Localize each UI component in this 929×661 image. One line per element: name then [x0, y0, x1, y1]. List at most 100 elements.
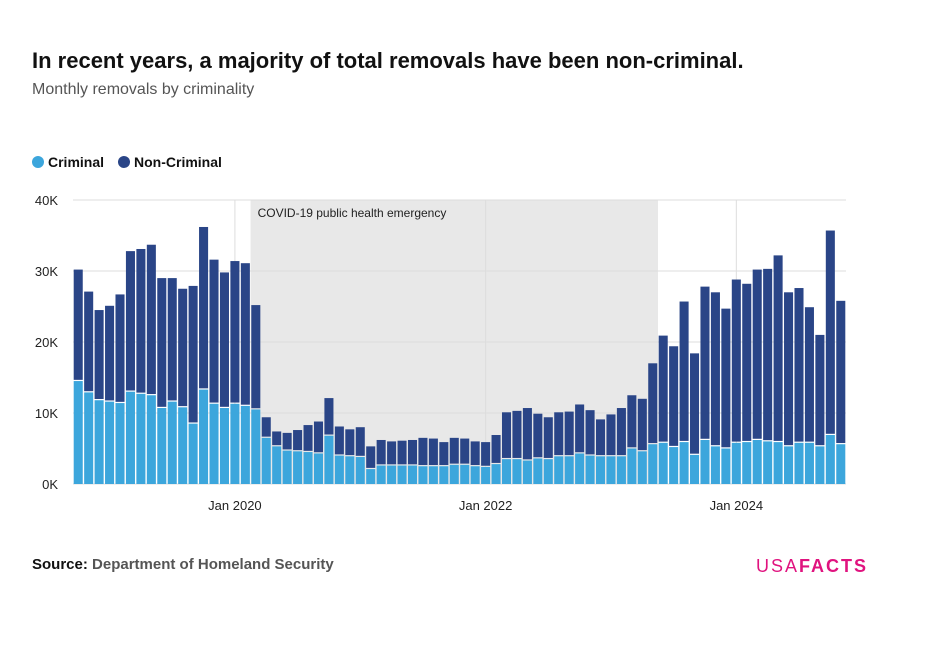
- legend-label-criminal: Criminal: [48, 154, 105, 170]
- bar-noncriminal: [460, 438, 470, 464]
- bar-criminal: [512, 459, 522, 484]
- bar-criminal: [595, 456, 606, 484]
- bar-criminal: [146, 395, 156, 484]
- bar-criminal: [313, 453, 324, 484]
- bar-noncriminal: [794, 288, 804, 442]
- bar-criminal: [763, 441, 773, 484]
- y-tick-label: 40K: [35, 193, 58, 208]
- bar-noncriminal: [491, 435, 501, 463]
- bar-criminal: [428, 466, 438, 484]
- bar-noncriminal: [554, 412, 564, 456]
- bar-noncriminal: [439, 442, 449, 466]
- bar-noncriminal: [512, 410, 522, 458]
- bar-criminal: [533, 458, 543, 484]
- bar-noncriminal: [84, 291, 94, 392]
- bar-noncriminal: [481, 442, 491, 466]
- bar-criminal: [585, 455, 595, 484]
- bar-noncriminal: [251, 305, 261, 409]
- bar-criminal: [460, 464, 470, 484]
- bar-criminal: [721, 448, 731, 484]
- bar-noncriminal: [230, 261, 240, 403]
- bar-criminal: [804, 442, 814, 484]
- bar-noncriminal: [125, 251, 135, 391]
- bar-criminal: [94, 400, 104, 484]
- bar-noncriminal: [731, 279, 741, 442]
- bar-criminal: [836, 444, 846, 484]
- bar-noncriminal: [397, 440, 407, 465]
- bar-criminal: [501, 459, 512, 484]
- bar-criminal: [794, 442, 804, 484]
- bar-criminal: [439, 466, 449, 484]
- bar-noncriminal: [219, 272, 229, 407]
- bar-noncriminal: [178, 288, 188, 407]
- bar-criminal: [251, 409, 261, 484]
- bar-criminal: [470, 466, 480, 484]
- bar-noncriminal: [836, 300, 846, 444]
- bar-noncriminal: [324, 398, 334, 435]
- bar-noncriminal: [522, 408, 532, 460]
- bar-noncriminal: [313, 421, 324, 453]
- bar-noncriminal: [470, 441, 480, 466]
- bar-noncriminal: [407, 439, 418, 465]
- bar-criminal: [658, 442, 668, 484]
- bar-noncriminal: [94, 310, 104, 400]
- legend-dot-noncriminal: [118, 156, 131, 168]
- bar-criminal: [554, 456, 564, 484]
- bar-criminal: [669, 447, 679, 484]
- bar-criminal: [773, 442, 783, 484]
- bar-criminal: [324, 435, 334, 484]
- bar-criminal: [199, 389, 209, 484]
- bar-noncriminal: [721, 308, 731, 448]
- bar-noncriminal: [752, 269, 762, 439]
- bar-noncriminal: [199, 226, 209, 389]
- bar-noncriminal: [282, 432, 292, 450]
- legend-item-noncriminal: Non-Criminal: [118, 154, 222, 170]
- y-tick-label: 10K: [35, 406, 58, 421]
- bar-criminal: [366, 469, 376, 484]
- bar-criminal: [491, 464, 501, 484]
- bar-noncriminal: [825, 230, 835, 434]
- bar-criminal: [815, 446, 825, 484]
- bar-noncriminal: [449, 437, 459, 464]
- x-tick-label: Jan 2022: [459, 498, 513, 513]
- y-tick-label: 0K: [42, 477, 58, 492]
- bar-criminal: [73, 381, 83, 484]
- source-value: Department of Homeland Security: [92, 556, 334, 573]
- bar-noncriminal: [710, 292, 720, 446]
- bar-noncriminal: [261, 417, 271, 437]
- bar-criminal: [700, 439, 710, 484]
- bar-noncriminal: [700, 286, 710, 439]
- bar-criminal: [136, 393, 146, 484]
- bar-criminal: [219, 408, 229, 484]
- legend-label-noncriminal: Non-Criminal: [134, 154, 222, 170]
- bar-noncriminal: [669, 346, 679, 446]
- bar-noncriminal: [742, 283, 752, 441]
- bar-noncriminal: [334, 426, 344, 455]
- bar-noncriminal: [366, 446, 376, 468]
- bar-criminal: [188, 423, 198, 484]
- bar-noncriminal: [543, 417, 553, 458]
- bar-criminal: [825, 435, 835, 484]
- bar-noncriminal: [784, 292, 794, 446]
- bar-criminal: [115, 403, 125, 484]
- source-label: Source:: [32, 556, 88, 573]
- bar-criminal: [616, 456, 626, 484]
- bar-criminal: [376, 465, 386, 484]
- brand-usa: USA: [756, 556, 800, 576]
- bar-noncriminal: [804, 307, 814, 442]
- bar-criminal: [334, 455, 344, 484]
- usafacts-logo: USAFACTS: [756, 556, 868, 577]
- bar-noncriminal: [387, 441, 397, 465]
- bar-noncriminal: [428, 438, 438, 466]
- bar-noncriminal: [679, 301, 689, 441]
- bar-criminal: [355, 457, 365, 484]
- bar-criminal: [178, 407, 188, 484]
- bar-noncriminal: [115, 294, 125, 402]
- bar-criminal: [125, 391, 135, 484]
- chart-title: In recent years, a majority of total rem…: [32, 48, 744, 73]
- bar-noncriminal: [136, 248, 146, 393]
- bar-noncriminal: [690, 353, 700, 454]
- bar-criminal: [710, 446, 720, 484]
- bar-criminal: [105, 401, 115, 484]
- bar-criminal: [293, 451, 303, 484]
